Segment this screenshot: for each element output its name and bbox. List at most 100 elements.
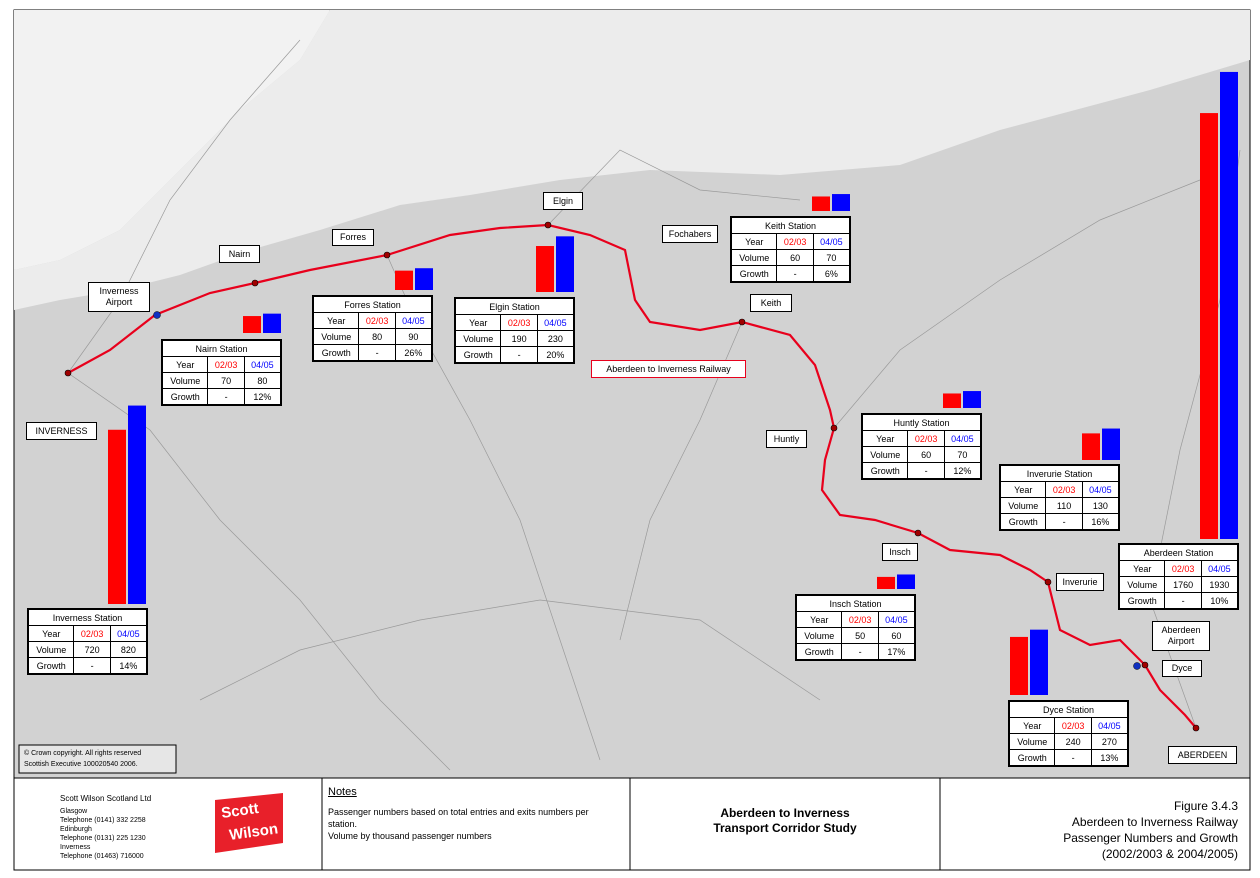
row-label: Growth xyxy=(999,513,1047,531)
period-label: 04/05 xyxy=(1081,481,1120,498)
station-table: Dyce Station Year 02/03 04/05 Volume 240 270 Gr… xyxy=(1008,700,1129,767)
period-label: 02/03 xyxy=(207,356,245,373)
period-label: 04/05 xyxy=(1200,560,1239,577)
volume-bar xyxy=(877,576,895,589)
place-label: Aberdeen Airport xyxy=(1152,621,1210,651)
station-name: Aberdeen Station xyxy=(1118,543,1239,561)
table-row: Volume 110 130 xyxy=(999,497,1120,514)
figure-title: Figure 3.4.3 Aberdeen to Inverness Railwa… xyxy=(1063,798,1238,862)
station-name: Inverness Station xyxy=(27,608,148,626)
period-label: 02/03 xyxy=(1054,717,1092,734)
volume-value: 70 xyxy=(812,249,851,266)
station-name: Elgin Station xyxy=(454,297,575,315)
volume-value: 720 xyxy=(73,641,111,658)
row-label: Volume xyxy=(161,372,209,389)
table-row: Inverness Station xyxy=(27,608,148,626)
table-row: Volume 60 70 xyxy=(730,249,851,266)
growth-value: - xyxy=(73,657,111,675)
period-label: 02/03 xyxy=(841,611,879,628)
row-label: Growth xyxy=(795,643,843,661)
table-row: Year 02/03 04/05 xyxy=(730,233,851,250)
volume-value: 230 xyxy=(536,330,575,347)
year-label: Year xyxy=(161,356,209,373)
office-line: Glasgow xyxy=(60,808,88,815)
figure-line: Aberdeen to Inverness Railway xyxy=(1071,815,1238,829)
table-row: Volume 240 270 xyxy=(1008,733,1129,750)
note: Volume by thousand passenger numbers xyxy=(328,831,492,841)
table-row: Insch Station xyxy=(795,594,916,612)
growth-value: 16% xyxy=(1081,513,1120,531)
growth-value: 26% xyxy=(394,344,433,362)
growth-value: 17% xyxy=(877,643,916,661)
table-row: Growth -14% xyxy=(27,657,148,675)
station-marker xyxy=(383,251,391,259)
growth-value: - xyxy=(500,346,538,364)
volume-bar xyxy=(1220,71,1238,539)
period-label: 02/03 xyxy=(73,625,111,642)
place-label: INVERNESS xyxy=(26,422,97,440)
station-marker xyxy=(1044,578,1052,586)
period-label: 04/05 xyxy=(243,356,282,373)
year-label: Year xyxy=(999,481,1047,498)
station-name: Keith Station xyxy=(730,216,851,234)
row-label: Growth xyxy=(312,344,360,362)
office-line: Telephone (0131) 225 1230 xyxy=(60,835,146,842)
volume-bar xyxy=(832,194,850,211)
volume-value: 80 xyxy=(243,372,282,389)
period-label: 04/05 xyxy=(943,430,982,447)
table-row: Year 02/03 04/05 xyxy=(454,314,575,331)
table-row: Volume 1760 1930 xyxy=(1118,576,1239,593)
station-marker xyxy=(830,424,838,432)
row-label: Growth xyxy=(1118,592,1166,610)
growth-value: 13% xyxy=(1090,749,1129,767)
volume-value: 50 xyxy=(841,627,879,644)
volume-bar xyxy=(395,270,413,290)
period-label: 02/03 xyxy=(1045,481,1083,498)
table-row: Growth -12% xyxy=(161,388,282,406)
volume-bar xyxy=(1010,636,1028,695)
table-row: Volume 50 60 xyxy=(795,627,916,644)
table-row: Growth -12% xyxy=(861,462,982,480)
route-label: Aberdeen to Inverness Railway xyxy=(591,360,746,378)
table-row: Growth -16% xyxy=(999,513,1120,531)
row-label: Volume xyxy=(312,328,360,345)
volume-bar xyxy=(1030,629,1048,695)
station-marker xyxy=(1141,661,1149,669)
row-label: Volume xyxy=(999,497,1047,514)
place-label: Forres xyxy=(332,229,374,246)
table-row: Inverurie Station xyxy=(999,464,1120,482)
figure-line: Passenger Numbers and Growth xyxy=(1063,831,1238,845)
logo-text: Scott xyxy=(220,800,260,822)
table-row: Year 02/03 04/05 xyxy=(795,611,916,628)
station-marker xyxy=(64,369,72,377)
place-label: Elgin xyxy=(543,192,583,210)
table-row: Year 02/03 04/05 xyxy=(161,356,282,373)
table-row: Year 02/03 04/05 xyxy=(1118,560,1239,577)
row-label: Growth xyxy=(161,388,209,406)
volume-bar xyxy=(263,313,281,333)
copyright-box xyxy=(18,744,177,774)
volume-value: 60 xyxy=(877,627,916,644)
table-row: Growth -10% xyxy=(1118,592,1239,610)
volume-value: 80 xyxy=(358,328,396,345)
station-table: Huntly Station Year 02/03 04/05 Volume 60 70 Gr… xyxy=(861,413,982,480)
logo xyxy=(215,793,283,853)
period-label: 04/05 xyxy=(1090,717,1129,734)
growth-value: - xyxy=(776,265,814,283)
railway-route xyxy=(67,223,1197,729)
place-label: Nairn xyxy=(219,245,260,263)
study-title: Aberdeen to Inverness Transport Corridor … xyxy=(630,806,940,836)
table-row: Volume 190 230 xyxy=(454,330,575,347)
station-name: Nairn Station xyxy=(161,339,282,357)
row-label: Growth xyxy=(861,462,909,480)
year-label: Year xyxy=(27,625,75,642)
station-marker xyxy=(251,279,259,287)
station-marker xyxy=(738,318,746,326)
sea xyxy=(14,10,330,270)
place-label: Inverurie xyxy=(1056,573,1104,591)
growth-value: - xyxy=(358,344,396,362)
airport-marker xyxy=(1133,662,1141,670)
table-row: Elgin Station xyxy=(454,297,575,315)
table-row: Growth -13% xyxy=(1008,749,1129,767)
